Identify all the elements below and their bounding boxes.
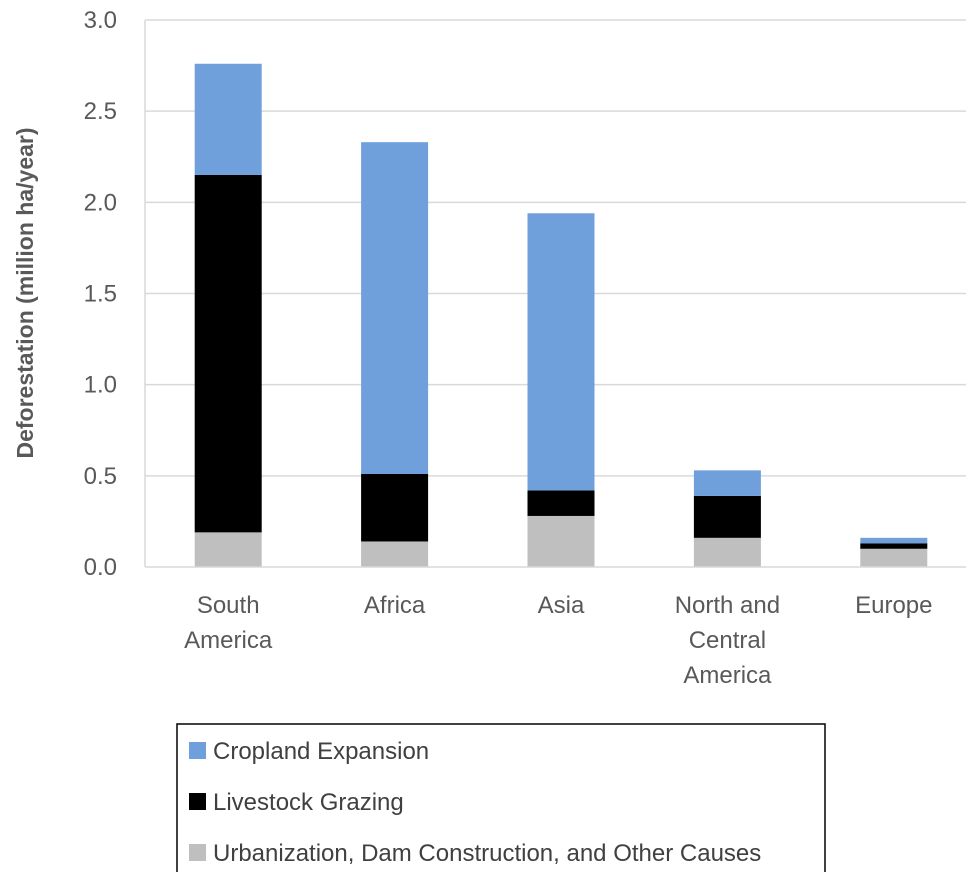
- legend-label: Cropland Expansion: [213, 738, 429, 765]
- y-axis-title: Deforestation (million ha/year): [12, 127, 38, 458]
- y-tick-label: 2.5: [84, 98, 117, 125]
- x-tick-label: Africa: [364, 592, 426, 619]
- legend: Cropland Expansion Livestock Grazing Urban…: [176, 723, 826, 872]
- bar-segment: [194, 63, 262, 175]
- bar-segment: [527, 213, 595, 491]
- x-tick-label: North and: [675, 592, 780, 619]
- legend-label: Urbanization, Dam Construction, and Othe…: [213, 840, 761, 867]
- x-tick-label: South: [197, 592, 260, 619]
- bar-segment: [194, 174, 262, 533]
- bar-segment: [361, 474, 429, 542]
- y-tick-labels: 0.0 0.5 1.0 1.5 2.0 2.5 3.0: [84, 7, 117, 581]
- bar-segment: [194, 532, 262, 567]
- bar-segment: [693, 537, 761, 567]
- y-tick-label: 1.5: [84, 281, 117, 308]
- bar-segment: [527, 490, 595, 516]
- bar-segment: [361, 142, 429, 475]
- y-tick-label: 0.0: [84, 554, 117, 581]
- legend-label: Livestock Grazing: [213, 789, 404, 816]
- x-tick-labels: South America Africa Asia North and Central Am…: [184, 592, 932, 689]
- legend-swatch: [189, 844, 206, 861]
- x-tick-label: America: [184, 627, 273, 654]
- bar-segment: [860, 537, 928, 544]
- axes: [144, 20, 966, 568]
- x-tick-label: Asia: [538, 592, 585, 619]
- legend-swatch: [189, 793, 206, 810]
- bar-segment: [693, 470, 761, 496]
- x-tick-label: Europe: [855, 592, 932, 619]
- bars: [194, 63, 928, 567]
- y-tick-label: 0.5: [84, 463, 117, 490]
- bar-segment: [693, 495, 761, 538]
- legend-box: [176, 723, 826, 872]
- x-tick-label: America: [683, 662, 772, 689]
- y-tick-label: 3.0: [84, 7, 117, 34]
- y-tick-label: 2.0: [84, 189, 117, 216]
- bar-segment: [860, 548, 928, 567]
- y-tick-label: 1.0: [84, 372, 117, 399]
- legend-swatch: [189, 742, 206, 759]
- x-tick-label: Central: [689, 627, 766, 654]
- bar-segment: [527, 515, 595, 567]
- bar-segment: [361, 541, 429, 567]
- bar-segment: [860, 543, 928, 549]
